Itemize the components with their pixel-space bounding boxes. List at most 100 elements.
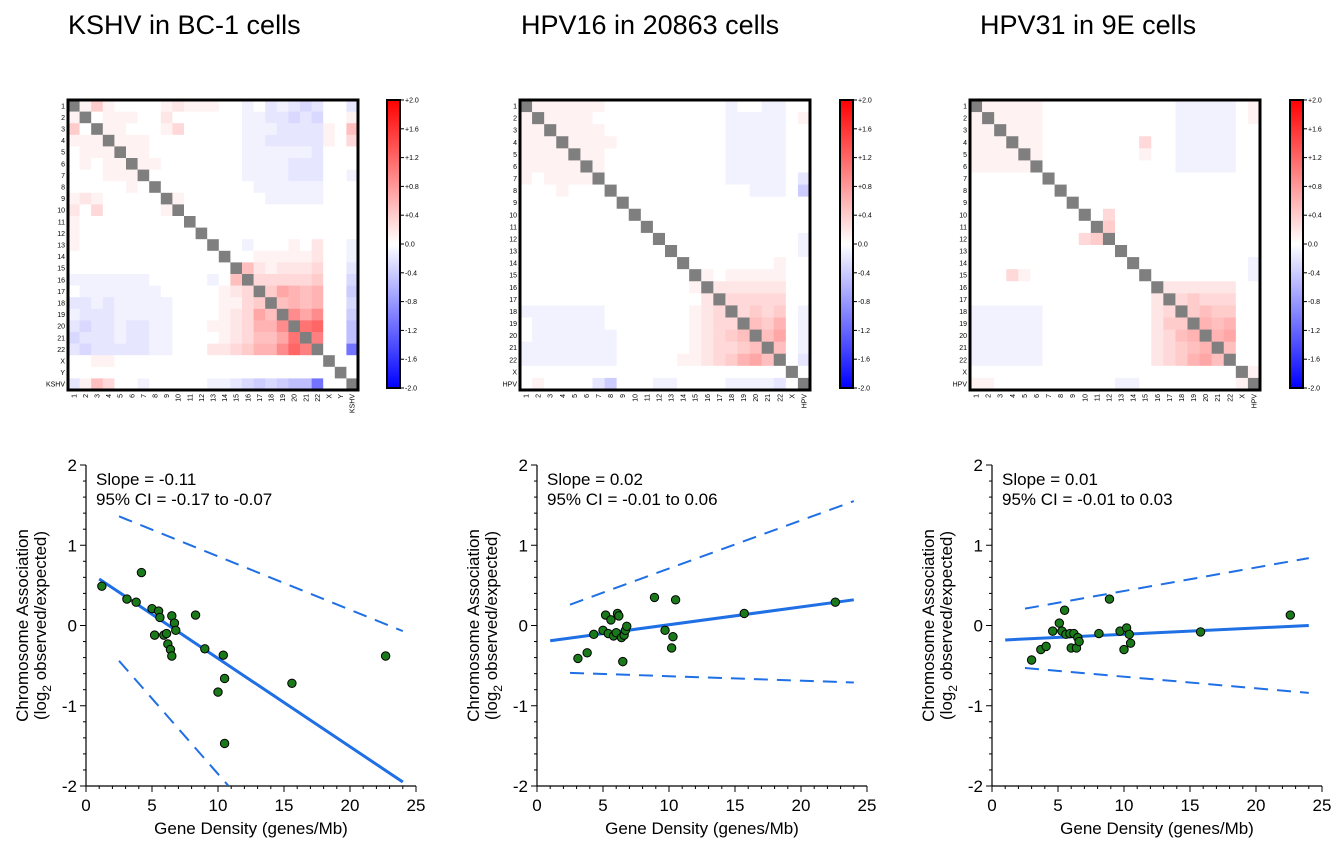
y-axis-label-pre: (log	[482, 692, 501, 720]
heatmap-cell	[1211, 341, 1225, 355]
heatmap-cell	[91, 111, 104, 124]
y-axis-label: Chromosome Association	[464, 529, 483, 722]
heatmap-cell	[1151, 365, 1164, 379]
heatmap-cell	[102, 343, 115, 356]
heatmap-cell	[300, 192, 312, 205]
heatmap-cell	[1199, 257, 1212, 270]
heatmap-cell	[79, 111, 92, 124]
heatmap-cell	[253, 297, 266, 310]
heatmap-cell	[556, 232, 569, 246]
heatmap-cell	[1042, 160, 1055, 173]
heatmap-cell	[207, 123, 220, 136]
heatmap-cell	[300, 366, 312, 379]
heatmap-cell	[1199, 365, 1212, 379]
heatmap-row-label: 9	[513, 200, 517, 207]
heatmap-cell	[1175, 281, 1188, 294]
heatmap-cell	[253, 204, 266, 217]
heatmap-cell	[1211, 100, 1225, 113]
heatmap-cell	[1187, 317, 1200, 330]
heatmap-cell	[184, 123, 196, 136]
heatmap-col-label: X	[789, 394, 796, 399]
heatmap-cell	[114, 204, 127, 217]
heatmap-cell	[288, 216, 301, 228]
heatmap-cell	[1139, 257, 1152, 270]
heatmap-cell	[1211, 160, 1225, 173]
heatmap-cell	[725, 365, 738, 379]
heatmap-cell	[665, 136, 678, 149]
heatmap-cell	[982, 293, 995, 306]
heatmap-cell	[149, 192, 162, 205]
heatmap-row-label: 4	[513, 140, 517, 147]
heatmap-cell	[1127, 365, 1140, 379]
heatmap-col-label: 12	[199, 394, 206, 402]
heatmap-cell	[102, 146, 115, 159]
heatmap-cell	[230, 378, 243, 391]
heatmap-cell	[346, 169, 359, 182]
heatmap-cell	[640, 305, 654, 318]
heatmap-cell	[761, 341, 775, 355]
heatmap-cell	[532, 245, 545, 258]
heatmap-cell	[288, 169, 301, 182]
heatmap-cell	[311, 285, 324, 298]
heatmap-cell	[334, 355, 347, 368]
heatmap-cell	[970, 365, 983, 379]
colorbar-tick-label: +0.4	[405, 213, 419, 220]
heatmap-cell	[1115, 148, 1128, 161]
heatmap-cell	[323, 262, 336, 275]
heatmap-cell	[749, 196, 762, 210]
heatmap-cell	[102, 158, 115, 170]
heatmap-cell	[137, 158, 150, 170]
heatmap-cell	[1235, 257, 1249, 270]
heatmap-cell	[1054, 257, 1067, 270]
heatmap-cell	[970, 317, 983, 330]
heatmap-cell	[628, 172, 642, 185]
heatmap-cell	[580, 124, 593, 137]
heatmap-cell	[1199, 269, 1212, 282]
heatmap-cell	[265, 285, 278, 298]
heatmap-cell	[1102, 124, 1116, 137]
heatmap-cell	[184, 239, 196, 252]
data-point	[97, 581, 107, 591]
heatmap-cell	[114, 134, 127, 147]
heatmap-cell	[288, 181, 301, 194]
heatmap-cell	[1199, 172, 1212, 185]
colorbar-tick-label: -2.0	[405, 386, 417, 393]
heatmap-cell	[300, 332, 312, 344]
heatmap-cell	[689, 341, 702, 355]
heatmap-row-label: 20	[57, 324, 65, 331]
heatmap-cell	[749, 220, 762, 234]
heatmap-cell	[1018, 293, 1031, 306]
data-point	[131, 597, 141, 607]
heatmap-cell	[604, 100, 617, 113]
plot-area	[549, 500, 855, 684]
heatmap-cell	[1163, 341, 1176, 355]
heatmap-cell	[346, 111, 359, 124]
heatmap-cell	[532, 377, 545, 391]
heatmap-cell	[265, 111, 278, 124]
heatmap-cell	[994, 160, 1007, 173]
heatmap-cell	[689, 329, 702, 342]
heatmap-cell	[1139, 317, 1152, 330]
heatmap-cell	[91, 123, 104, 136]
colorbar-tick-label: -1.2	[1308, 328, 1320, 335]
heatmap-cell	[300, 250, 312, 263]
heatmap-cell	[1223, 293, 1237, 306]
heatmap-cell	[1163, 305, 1176, 318]
heatmap-cell	[149, 158, 162, 170]
heatmap-cell	[1163, 196, 1176, 210]
heatmap-cell	[982, 136, 995, 149]
heatmap-cell	[568, 305, 581, 318]
heatmap-cell	[982, 377, 995, 391]
heatmap-cell	[242, 262, 254, 275]
heatmap-cell	[242, 366, 254, 379]
colorbar-tick-label: +0.8	[1308, 184, 1322, 191]
heatmap-cell	[689, 100, 702, 113]
heatmap-cell	[1078, 184, 1092, 197]
heatmap-cell	[1151, 184, 1164, 197]
heatmap-cell	[1247, 365, 1261, 379]
heatmap-cell	[207, 134, 220, 147]
heatmap-cell	[184, 192, 196, 205]
heatmap-cell	[677, 100, 690, 113]
colorbar-tick-label: +0.4	[1308, 213, 1322, 220]
heatmap-cell	[126, 158, 138, 170]
